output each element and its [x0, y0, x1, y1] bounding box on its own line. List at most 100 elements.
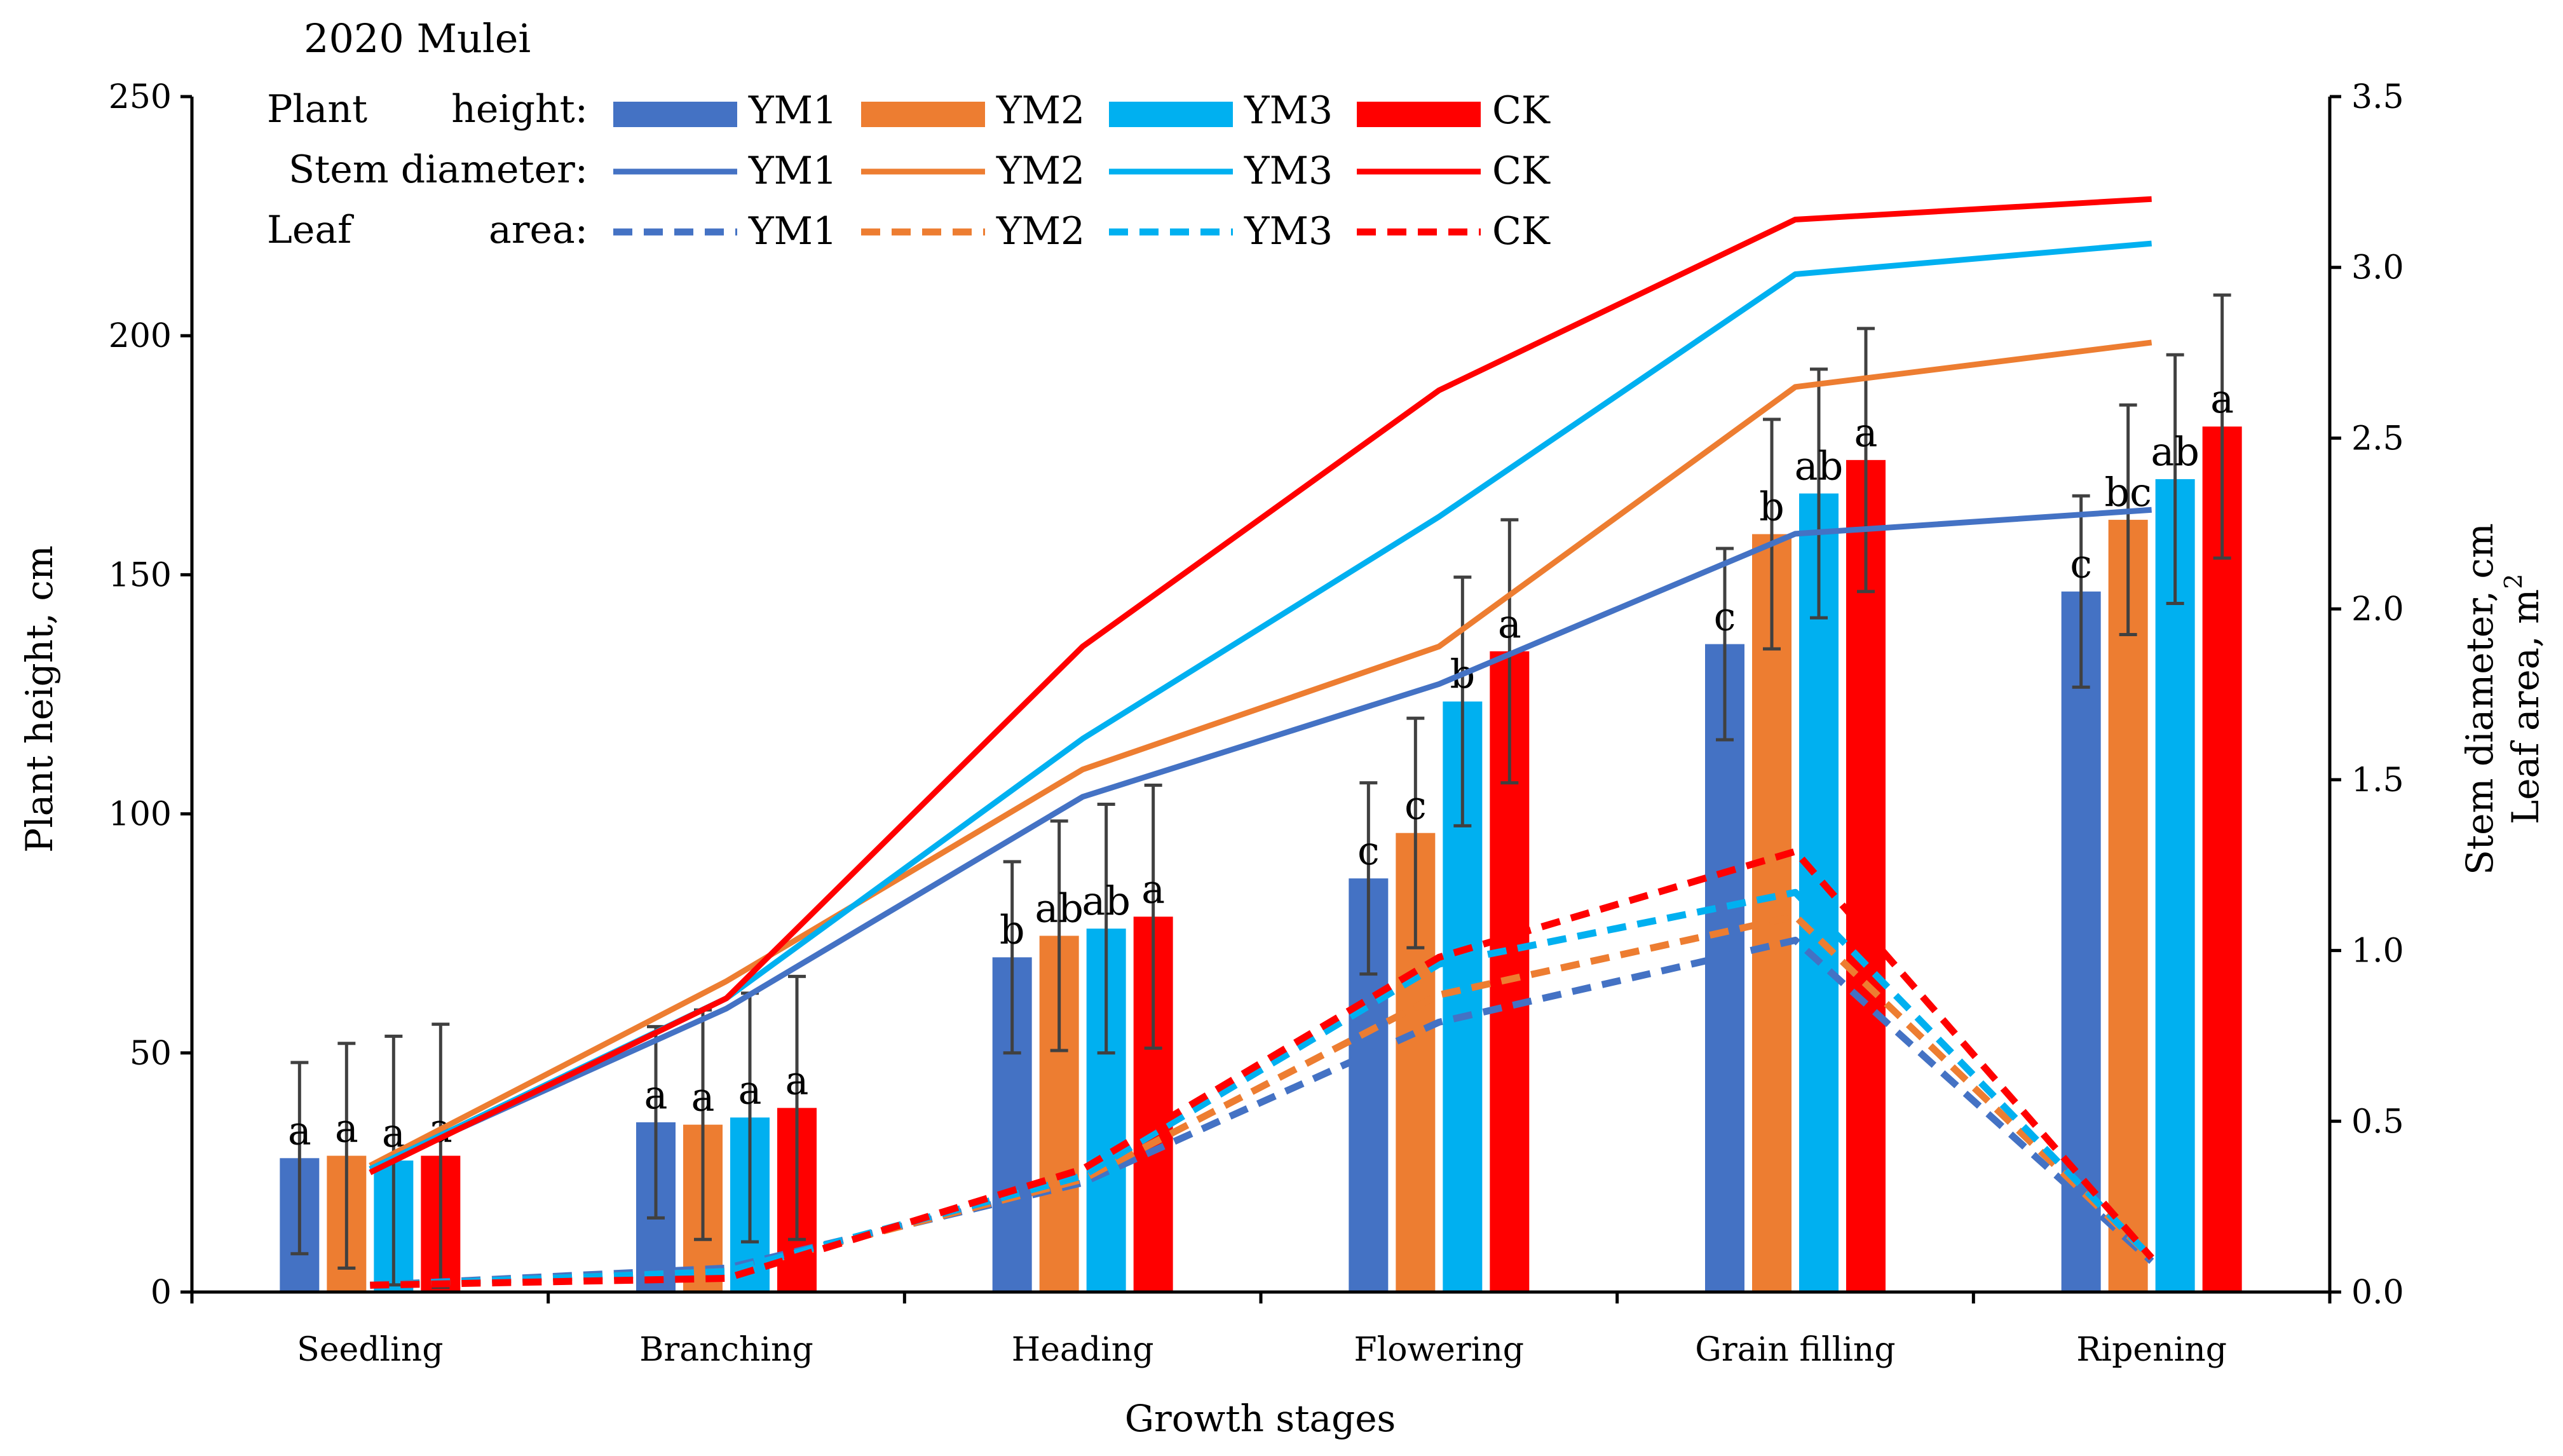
y-tick-label: 50 [130, 1035, 172, 1073]
y2-tick-label: 1.0 [2351, 932, 2404, 970]
sig-letter-ym1-seedling: a [288, 1107, 311, 1153]
sig-letter-ym3-branching: a [738, 1066, 762, 1113]
superscript-2: 2 [2499, 574, 2527, 589]
axes: 0 50 100 150 200 250 0.0 0.5 1.0 1.5 2.0 2.5 3.0 3.5 S… [109, 78, 2404, 1369]
sig-letter-ck-grain-filling: a [1854, 409, 1878, 456]
y2-tick-label: 0.0 [2351, 1274, 2404, 1312]
error-bar-ym1-seedling [290, 1061, 309, 1256]
legend-label-stem-diameter: Stem diameter: [289, 147, 588, 192]
y2-tick-label: 3.5 [2351, 78, 2404, 116]
legend-entry-plant-ck: CK [1492, 88, 1551, 133]
sig-letter-ym3-heading: ab [1082, 878, 1131, 924]
bar-ym2-grain-filling [1752, 534, 1791, 1292]
legend-label-area: area: [489, 208, 588, 252]
legend-entry-stem-ym3: YM3 [1244, 149, 1333, 193]
error-bar-ym3-heading [1097, 803, 1115, 1055]
error-bar-ym1-heading [1003, 860, 1021, 1055]
sig-letter-ym1-grain-filling: c [1714, 593, 1736, 639]
legend-swatch-bar-ym2 [861, 102, 985, 127]
error-bar-ym1-flowering [1359, 781, 1378, 976]
sig-letter-ck-branching: a [785, 1057, 809, 1103]
leaf-line-ym1 [370, 936, 2154, 1289]
legend-swatch-bar-ck [1357, 102, 1481, 127]
legend-swatch-bar-ym3 [1109, 102, 1233, 127]
y2-tick-label: 2.5 [2351, 419, 2404, 458]
error-bar-ym2-flowering [1406, 716, 1425, 949]
sig-letter-ym1-heading: b [1000, 906, 1025, 953]
leaf-line-ym3 [370, 888, 2154, 1289]
x-tick-label: Seedling [297, 1331, 444, 1369]
error-bar-ck-ripening [2213, 293, 2231, 560]
sig-letter-ym1-ripening: c [2070, 541, 2092, 587]
plant-height-bars [280, 426, 2242, 1293]
y-axis-title: Plant height, cm [18, 545, 61, 853]
stem-line-ym2 [369, 339, 2152, 1169]
y-tick-label: 150 [109, 556, 172, 594]
y2-axis-title-stem: Stem diameter, cm [2458, 523, 2501, 875]
y2-tick-label: 1.5 [2351, 761, 2404, 799]
sig-letter-ym2-seedling: a [335, 1105, 358, 1152]
sig-letter-ym2-flowering: c [1404, 782, 1427, 829]
stem-diameter-lines [369, 196, 2152, 1175]
sig-letter-ym2-branching: a [691, 1074, 715, 1120]
y2-axis-title-leaf: Leaf area, m2 [2499, 574, 2547, 825]
legend-entry-leaf-ym2: YM2 [996, 209, 1085, 254]
bar-ym3-ripening [2155, 479, 2195, 1293]
x-tick-label: Grain filling [1695, 1331, 1895, 1369]
error-bar-ck-grain-filling [1857, 327, 1875, 594]
sig-letter-ck-flowering: a [1498, 601, 1521, 647]
error-bar-ym3-grain-filling [1810, 367, 1828, 620]
error-bars [290, 293, 2231, 1289]
bar-ym2-ripening [2108, 519, 2148, 1292]
sig-letter-ym3-ripening: ab [2151, 428, 2199, 475]
sig-letter-ym1-branching: a [644, 1072, 668, 1118]
stem-line-ym1 [369, 507, 2152, 1172]
bar-ck-ripening [2202, 426, 2242, 1292]
error-bar-ck-branching [788, 974, 806, 1241]
y-tick-label: 100 [109, 796, 172, 834]
legend-swatch-bar-ym1 [613, 102, 737, 127]
legend-entry-leaf-ck: CK [1492, 209, 1551, 254]
y-tick-label: 200 [109, 317, 172, 355]
y-tick-label: 0 [151, 1274, 172, 1312]
legend-label-height: height: [451, 87, 588, 132]
error-bar-ym1-ripening [2072, 494, 2090, 689]
error-bar-ck-heading [1144, 783, 1162, 1050]
bar-ck-grain-filling [1846, 459, 1886, 1292]
bar-ym1-grain-filling [1705, 644, 1744, 1292]
x-tick-label: Flowering [1354, 1331, 1525, 1369]
legend-label-plant: Plant [267, 87, 367, 132]
y2-tick-label: 2.0 [2351, 590, 2404, 629]
y2-tick-label: 3.0 [2351, 249, 2404, 287]
sig-letter-ck-ripening: a [2210, 376, 2234, 422]
stem-line-ck [369, 196, 2152, 1175]
legend-entry-leaf-ym3: YM3 [1244, 209, 1333, 254]
x-tick-label: Ripening [2076, 1331, 2227, 1369]
x-tick-label: Branching [639, 1331, 813, 1369]
sig-letter-ym3-grain-filling: ab [1795, 442, 1844, 489]
sig-letter-ym2-grain-filling: b [1759, 483, 1785, 529]
sig-letter-ym2-heading: ab [1035, 885, 1084, 931]
legend-entry-stem-ck: CK [1492, 149, 1551, 193]
error-bar-ym3-flowering [1453, 575, 1472, 827]
y-tick-label: 250 [109, 78, 172, 116]
error-bar-ym2-seedling [337, 1042, 356, 1270]
error-bar-ym2-heading [1050, 819, 1068, 1052]
legend: Plant height: Stem diameter: Leaf area: YM1 YM… [267, 87, 1551, 254]
leaf-area-lines [370, 848, 2154, 1289]
legend-entry-stem-ym2: YM2 [996, 149, 1085, 193]
y2-tick-label: 0.5 [2351, 1103, 2404, 1141]
x-tick-label: Heading [1012, 1331, 1154, 1369]
legend-entry-stem-ym1: YM1 [748, 149, 837, 193]
legend-entry-leaf-ym1: YM1 [748, 209, 837, 254]
chart-title: 2020 Mulei [304, 15, 531, 62]
error-bar-ym3-ripening [2166, 353, 2184, 606]
legend-entry-plant-ym1: YM1 [748, 88, 837, 133]
error-bar-ym2-ripening [2119, 403, 2137, 636]
error-bar-ym2-grain-filling [1763, 418, 1781, 651]
legend-label-leaf: Leaf [267, 208, 354, 252]
legend-entry-plant-ym2: YM2 [996, 88, 1085, 133]
x-axis-title: Growth stages [1125, 1397, 1396, 1440]
